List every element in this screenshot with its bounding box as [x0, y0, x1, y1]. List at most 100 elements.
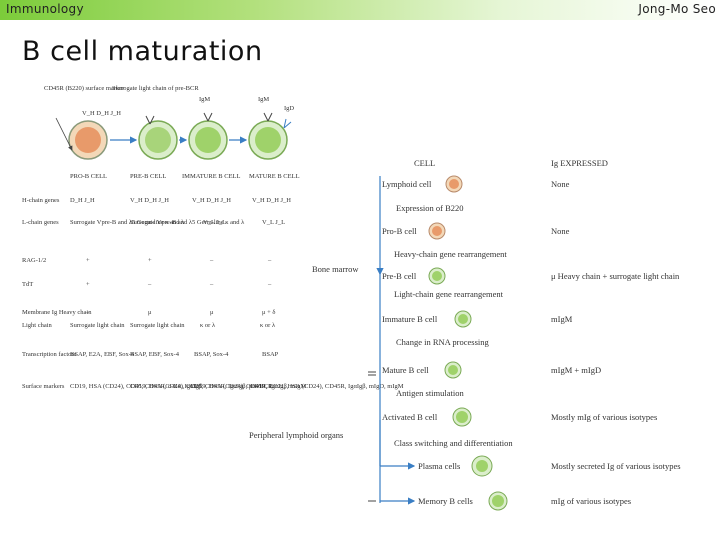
header-pre-b: PRE-B CELL	[130, 173, 166, 180]
marker-pointer	[55, 117, 73, 151]
stage-ig: μ Heavy chain + surrogate light chain	[551, 271, 680, 281]
table-row-h-chain: H-chain genes D_H J_H V_H D_H J_H V_H D_…	[22, 197, 291, 204]
table-row-l-chain: L-chain genes Surrogate Vpre-B and λ5 Ge…	[22, 219, 285, 226]
stage-ig: Mostly mIg of various isotypes	[551, 412, 657, 422]
cell-value: CD19, CD21, HSA (CD24), CD45R, IgαIgβ, m…	[250, 383, 404, 390]
stage-pre-b: Pre-B cell μ Heavy chain + surrogate lig…	[382, 267, 680, 285]
cell-value: V_H D_H J_H	[192, 197, 231, 204]
row-label: H-chain genes	[22, 197, 60, 204]
cell-value: μ + δ	[262, 309, 275, 316]
region-bone-marrow: Bone marrow	[312, 264, 359, 274]
stage-ig: mIgM	[551, 314, 573, 324]
stage-cell-name: Lymphoid cell	[382, 179, 432, 189]
cell-value: BSAP, EBF, Sox-4	[130, 351, 180, 358]
cell-value: –	[147, 281, 152, 288]
cell-value: CD19, HSA (CD24), CD45R, IgαIgβ, mIgM	[190, 383, 307, 390]
header-immature-b: IMMATURE B CELL	[182, 173, 241, 180]
stage-pro-b: Pro-B cell None	[382, 222, 570, 240]
cell-value: CD19, HSA (CD24), CD25, CD45R, IgαIgβ, p…	[130, 383, 273, 390]
cell-value: +	[148, 257, 152, 264]
stage-cell-name: Activated B cell	[382, 412, 438, 422]
transition-heavy-chain: Heavy-chain gene rearrangement	[394, 249, 507, 259]
cell-value: Surrogate light chain	[70, 322, 125, 329]
stage-cell-name: Mature B cell	[382, 365, 429, 375]
cell-value: κ or λ	[200, 322, 216, 329]
header-bar	[0, 0, 720, 20]
row-label: Surface markers	[22, 383, 65, 390]
pre-b-cell	[138, 115, 178, 160]
cell-value: +	[86, 281, 90, 288]
stage-ig: mIgM + mIgD	[551, 365, 601, 375]
stage-mature-b: Mature B cell mIgM + mIgD	[382, 361, 601, 379]
cell-value: BSAP	[262, 351, 279, 358]
slide-title: B cell maturation	[22, 36, 263, 67]
stage-memory: Memory B cells mIg of various isotypes	[418, 491, 631, 511]
stage-cell-name: Pre-B cell	[382, 271, 417, 281]
cell-value: –	[267, 281, 272, 288]
row-label: L-chain genes	[22, 219, 59, 226]
header-pro-b: PRO-B CELL	[70, 173, 107, 180]
cell-value: V_L J_L	[262, 219, 285, 226]
stage-ig: Mostly secreted Ig of various isotypes	[551, 461, 681, 471]
igm-label: IgM	[199, 96, 210, 103]
cell-value: Surrogate Vpre-B and λ5 Germ-line κ and …	[70, 219, 185, 226]
mature-b-cell	[248, 112, 292, 160]
header-mature-b: MATURE B CELL	[249, 173, 300, 180]
stage-ig: None	[551, 226, 570, 236]
cell-value: –	[209, 257, 214, 264]
table-row-surface-markers: Surface markers CD19, HSA (CD24), CD45, …	[22, 383, 404, 390]
transition-light-chain: Light-chain gene rearrangement	[394, 289, 504, 299]
region-peripheral: Peripheral lymphoid organs	[249, 430, 343, 440]
transition-b220: Expression of B220	[396, 203, 464, 213]
igm-label-2: IgM	[258, 96, 269, 103]
immature-b-cell	[188, 112, 228, 160]
cell-value: D_H J_H	[70, 197, 95, 204]
transition-class-switch: Class switching and differentiation	[394, 438, 513, 448]
right-figure: CELL Ig EXPRESSED Lymphoid cell None Exp…	[249, 158, 681, 511]
row-label: RAG-1/2	[22, 257, 46, 264]
cell-value: BSAP, E2A, EBF, Sox-4	[70, 351, 135, 358]
cell-value: μ	[210, 309, 214, 316]
stage-cell-name: Pro-B cell	[382, 226, 417, 236]
pro-gene-label: V_H D_H J_H	[82, 110, 121, 117]
surrogate-note: Surrogate light chain of pre-BCR	[112, 85, 199, 92]
stage-cell-name: Immature B cell	[382, 314, 438, 324]
table-row-transcription: Transcription factors BSAP, E2A, EBF, So…	[22, 351, 279, 358]
row-label: Transcription factors	[22, 351, 77, 358]
cell-value: CD19, HSA (CD24), CD45, CD45R, c-Kit, Ig…	[70, 383, 203, 390]
cell-value: κ or λ	[260, 322, 276, 329]
row-label: Membrane Ig Heavy chain	[22, 309, 92, 316]
stage-ig: None	[551, 179, 570, 189]
transition-antigen: Antigen stimulation	[396, 388, 465, 398]
cell-value: BSAP, Sox-4	[194, 351, 229, 358]
marker-note: CD45R (B220) surface marker	[44, 85, 125, 92]
table-row-rag: RAG-1/2 + + – –	[22, 257, 272, 264]
cell-value: –	[267, 257, 272, 264]
col-header-cell: CELL	[414, 158, 435, 168]
col-header-ig: Ig EXPRESSED	[551, 158, 608, 168]
table-row-tdt: TdT + – – –	[22, 281, 272, 288]
stage-plasma: Plasma cells Mostly secreted Ig of vario…	[418, 455, 681, 477]
cell-value: –	[85, 309, 90, 316]
table-row-light-chain: Light chain Surrogate light chain Surrog…	[22, 322, 276, 329]
row-label: TdT	[22, 281, 33, 288]
stage-immature-b: Immature B cell mIgM	[382, 310, 573, 328]
course-name: Immunology	[6, 2, 84, 16]
stage-activated-b: Activated B cell Mostly mIg of various i…	[382, 407, 657, 427]
stage-cell-name: Plasma cells	[418, 461, 460, 471]
cell-value: Surrogate light chain	[130, 322, 185, 329]
author-name: Jong-Mo Seo	[638, 2, 716, 16]
pro-b-cell	[68, 120, 108, 160]
left-figure: CD45R (B220) surface marker Surrogate li…	[22, 85, 404, 390]
table-row-membrane-heavy: Membrane Ig Heavy chain – μ μ μ + δ	[22, 309, 275, 316]
cell-value: μ	[148, 309, 152, 316]
transition-rna: Change in RNA processing	[396, 337, 490, 347]
cell-value: V_L J_L	[203, 219, 226, 226]
cell-value: V_H D_H J_H	[130, 197, 169, 204]
row-label: Light chain	[22, 322, 53, 329]
igd-label: IgD	[284, 105, 294, 112]
stage-cell-name: Memory B cells	[418, 496, 473, 506]
cell-value: –	[209, 281, 214, 288]
cell-value: V_H D_H J_H	[252, 197, 291, 204]
